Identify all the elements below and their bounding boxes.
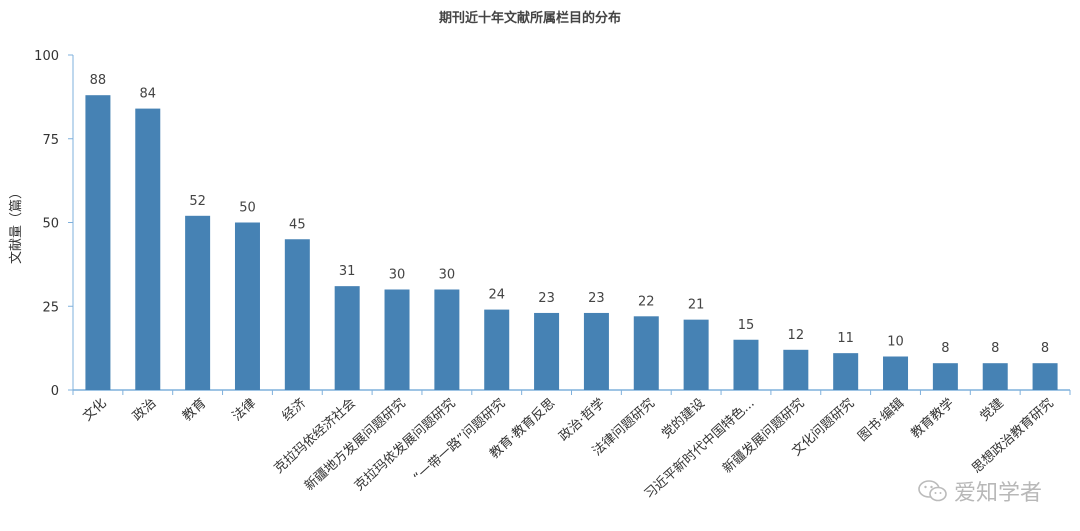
value-label: 15 bbox=[738, 318, 755, 333]
bar bbox=[983, 363, 1008, 390]
y-tick-label: 25 bbox=[42, 300, 59, 315]
bar bbox=[434, 290, 459, 391]
value-label: 21 bbox=[688, 298, 705, 313]
bar bbox=[135, 109, 160, 390]
y-tick-label: 50 bbox=[42, 217, 59, 232]
bar bbox=[235, 223, 260, 391]
value-label: 30 bbox=[389, 268, 406, 283]
value-label: 12 bbox=[788, 328, 805, 343]
bar bbox=[684, 320, 709, 390]
value-label: 11 bbox=[837, 331, 854, 346]
value-label: 84 bbox=[140, 87, 157, 102]
bar bbox=[833, 353, 858, 390]
y-tick-label: 75 bbox=[42, 133, 59, 148]
x-tick-label: 新疆发展问题研究 bbox=[719, 395, 807, 476]
bar bbox=[85, 95, 110, 390]
value-label: 52 bbox=[189, 194, 206, 209]
y-tick-label: 100 bbox=[34, 49, 59, 64]
x-tick-label: 教育教学 bbox=[908, 395, 957, 442]
bar bbox=[733, 340, 758, 390]
x-tick-label: 教育 bbox=[179, 395, 209, 424]
chart-title: 期刊近十年文献所属栏目的分布 bbox=[439, 10, 621, 26]
value-label: 24 bbox=[488, 288, 505, 303]
watermark: 爱知学者 bbox=[918, 475, 1042, 507]
x-tick-label: 政治 bbox=[130, 396, 159, 425]
value-label: 8 bbox=[941, 341, 949, 356]
bar bbox=[335, 286, 360, 390]
value-label: 23 bbox=[538, 291, 555, 306]
bar bbox=[783, 350, 808, 390]
bar bbox=[285, 239, 310, 390]
value-label: 10 bbox=[887, 335, 904, 350]
value-label: 31 bbox=[339, 264, 356, 279]
x-tick-label: “一带一路”问题研究 bbox=[410, 395, 508, 486]
bar bbox=[534, 313, 559, 390]
bar bbox=[634, 316, 659, 390]
bar bbox=[1033, 363, 1058, 390]
x-tick-label: 文化 bbox=[80, 396, 109, 425]
x-tick-label: 思想政治教育研究 bbox=[969, 395, 1057, 476]
value-label: 8 bbox=[1041, 341, 1049, 356]
x-tick-label: 党建 bbox=[978, 396, 1007, 425]
y-axis-label: 文献量（篇） bbox=[9, 186, 24, 264]
value-label: 45 bbox=[289, 217, 306, 232]
value-label: 30 bbox=[439, 268, 456, 283]
x-tick-label: 党的建设 bbox=[658, 395, 707, 442]
value-label: 88 bbox=[90, 73, 107, 88]
bar bbox=[883, 357, 908, 391]
watermark-text: 爱知学者 bbox=[954, 475, 1042, 507]
bar bbox=[385, 290, 410, 391]
bar bbox=[484, 310, 509, 390]
x-tick-labels: 文化政治教育法律经济克拉玛依经济社会新疆地方发展问题研究克拉玛依发展问题研究“一… bbox=[80, 395, 1057, 502]
value-label: 22 bbox=[638, 294, 655, 309]
value-labels: 8884525045313030242323222115121110888 bbox=[90, 73, 1050, 356]
x-tick-label: 图书·编辑 bbox=[855, 396, 907, 445]
bars bbox=[85, 95, 1057, 390]
y-tick-label: 0 bbox=[51, 384, 59, 399]
wechat-icon bbox=[918, 479, 948, 503]
x-tick-label: 克拉玛依经济社会 bbox=[271, 395, 359, 476]
x-tick-label: 政治·哲学 bbox=[556, 395, 608, 444]
x-tick-label: 经济 bbox=[280, 396, 309, 425]
value-label: 8 bbox=[991, 341, 999, 356]
bar bbox=[584, 313, 609, 390]
bar bbox=[933, 363, 958, 390]
value-label: 50 bbox=[239, 201, 256, 216]
value-label: 23 bbox=[588, 291, 605, 306]
x-tick-label: 法律 bbox=[230, 396, 259, 425]
bar bbox=[185, 216, 210, 390]
